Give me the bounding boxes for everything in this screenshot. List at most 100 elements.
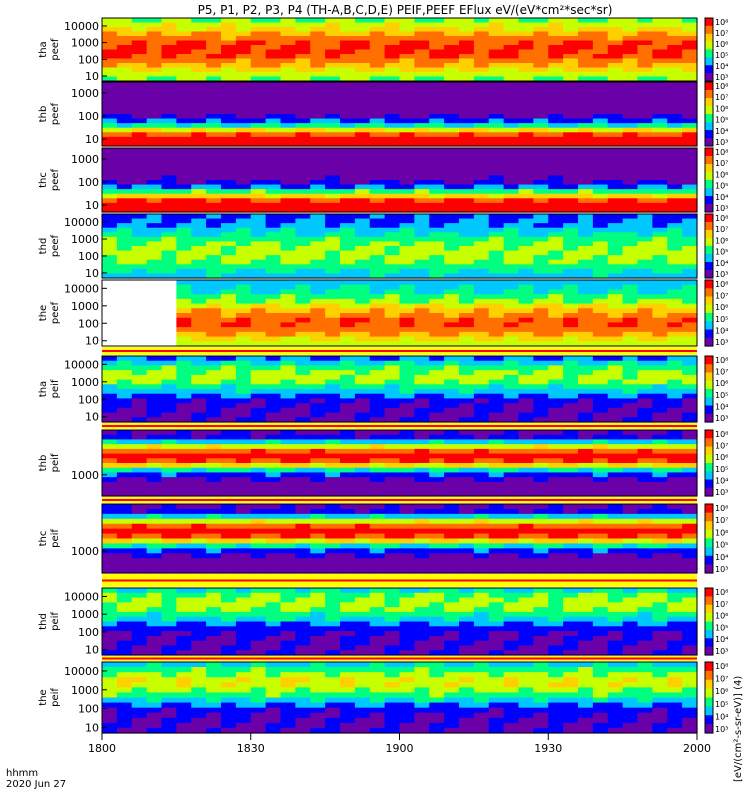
heatmap-cell [161,250,177,256]
heatmap-cell [518,31,534,37]
heatmap-cell [191,54,207,60]
heatmap-cell [131,467,148,474]
heatmap-cell [131,63,148,69]
heatmap-cell [176,72,192,78]
heatmap-cell [131,207,148,213]
heatmap-cell [102,481,118,488]
heatmap-cell [384,175,401,181]
heatmap-cell [206,123,222,129]
heatmap-cell [399,543,415,549]
heatmap-cell [384,54,401,60]
heatmap-cell [295,246,311,252]
heatmap-cell [310,255,326,261]
heatmap-cell [176,184,192,190]
heatmap-cell [310,313,326,319]
heatmap-cell [488,250,505,256]
heatmap-cell [250,63,267,69]
heatmap-cell [548,236,564,243]
heatmap-cell [488,109,505,115]
heatmap-cell [444,518,460,525]
heatmap-cell [161,118,177,124]
heatmap-cell [444,294,460,300]
heatmap-cell [667,504,683,510]
heatmap-cell [250,31,267,37]
heatmap-cell [295,607,311,613]
heatmap-cell [637,317,653,324]
heatmap-cell [146,54,163,60]
heatmap-cell [682,268,698,275]
heatmap-cell [265,477,282,483]
heatmap-cell [578,472,594,478]
heatmap-cell [191,175,207,181]
heatmap-cell [607,118,624,124]
heatmap-cell [221,298,237,305]
heatmap-cell [265,54,282,60]
heatmap-cell [221,31,237,37]
heatmap-cell [652,327,668,333]
heatmap-cell [191,166,207,172]
heatmap-cell [295,36,311,42]
heatmap-cell [146,49,163,55]
heatmap-cell [548,317,564,324]
heatmap-cell [116,407,133,414]
heatmap-cell [473,104,490,111]
heatmap-cell [563,100,579,106]
heatmap-cell [548,166,564,172]
heatmap-cell [652,76,668,82]
heatmap-cell [310,298,326,305]
heatmap-cell [488,180,505,186]
heatmap-cell [444,327,460,333]
y-tick-label: 100 [78,176,99,189]
heatmap-cell [265,157,282,163]
heatmap-cell [221,166,237,172]
heatmap-cell [250,453,267,459]
heatmap-cell [325,264,341,270]
heatmap-cell [250,403,267,409]
heatmap-cell [473,100,490,106]
heatmap-cell [429,491,445,497]
heatmap-cell [488,241,505,247]
colorbar-segment [705,193,713,197]
heatmap-cell [563,36,579,42]
heatmap-cell [473,374,490,381]
heatmap-cell [667,317,683,324]
heatmap-cell [533,45,549,51]
heatmap-cell [295,640,311,647]
heatmap-cell [161,264,177,270]
heatmap-cell [548,132,564,138]
heatmap-cell [459,100,475,106]
heatmap-cell [429,104,445,111]
heatmap-cell [414,434,430,441]
heatmap-cell [473,434,490,441]
heatmap-cell [414,22,430,28]
heatmap-cell [652,417,668,423]
heatmap-cell [325,36,341,42]
colorbar-segment [705,299,713,303]
heatmap-cell [563,313,579,319]
heatmap-cell [116,568,133,574]
heatmap-cell [548,22,564,28]
heatmap-cell [191,259,207,265]
colorbar-segment [705,416,713,420]
heatmap-cell [250,175,267,181]
heatmap-cell [414,543,430,549]
heatmap-cell [533,439,549,445]
heatmap-cell [325,148,341,154]
heatmap-cell [607,298,624,305]
heatmap-cell [459,289,475,295]
heatmap-cell [176,250,192,256]
heatmap-cell [384,109,401,115]
heatmap-cell [488,477,505,483]
heatmap-cell [682,63,698,69]
heatmap-cell [652,384,668,390]
heatmap-cell [429,341,445,347]
heatmap-cell [667,161,683,167]
heatmap-cell [206,467,222,474]
heatmap-cell [592,477,609,483]
heatmap-cell [414,284,430,291]
heatmap-cell [667,250,683,256]
heatmap-cell [548,118,564,124]
heatmap-cell [325,303,341,309]
heatmap-cell [414,273,430,279]
heatmap-cell [503,175,520,181]
